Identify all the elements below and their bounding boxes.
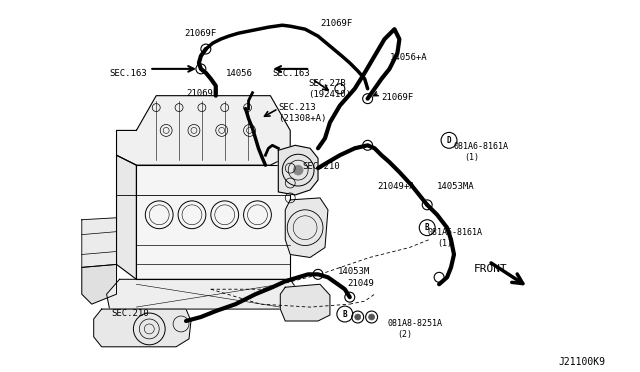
Polygon shape bbox=[278, 145, 318, 195]
Text: 21069F: 21069F bbox=[186, 89, 218, 98]
Circle shape bbox=[293, 165, 303, 175]
Text: 21069F: 21069F bbox=[381, 93, 414, 102]
Text: 081A6-8161A: 081A6-8161A bbox=[427, 228, 482, 237]
Text: FRONT: FRONT bbox=[474, 264, 508, 275]
Text: SEC.210: SEC.210 bbox=[302, 162, 340, 171]
Text: 14056+A: 14056+A bbox=[390, 53, 427, 62]
Text: (192410): (192410) bbox=[308, 90, 351, 99]
Text: 14056: 14056 bbox=[226, 69, 253, 78]
Text: (2): (2) bbox=[397, 330, 412, 339]
Text: 14053MA: 14053MA bbox=[437, 182, 475, 191]
Text: SEC.27B: SEC.27B bbox=[308, 79, 346, 88]
Polygon shape bbox=[82, 264, 116, 304]
Text: B: B bbox=[425, 223, 429, 232]
Circle shape bbox=[355, 314, 361, 320]
Text: SEC.213: SEC.213 bbox=[278, 103, 316, 112]
Circle shape bbox=[369, 314, 374, 320]
Text: 081A6-8161A: 081A6-8161A bbox=[454, 142, 509, 151]
Polygon shape bbox=[93, 309, 191, 347]
Polygon shape bbox=[285, 198, 328, 257]
Polygon shape bbox=[116, 155, 136, 279]
Text: SEC.163: SEC.163 bbox=[273, 69, 310, 78]
Text: SEC.163: SEC.163 bbox=[109, 69, 147, 78]
Text: 21069F: 21069F bbox=[320, 19, 352, 28]
Text: D: D bbox=[447, 136, 451, 145]
Text: 21069F: 21069F bbox=[184, 29, 216, 38]
Text: 21049: 21049 bbox=[348, 279, 374, 288]
Text: (1): (1) bbox=[437, 238, 452, 248]
Polygon shape bbox=[136, 165, 290, 279]
Polygon shape bbox=[280, 284, 330, 321]
Polygon shape bbox=[116, 96, 290, 165]
Text: 14053M: 14053M bbox=[338, 267, 370, 276]
Text: J21100K9: J21100K9 bbox=[558, 357, 605, 367]
Text: (21308+A): (21308+A) bbox=[278, 113, 326, 122]
Polygon shape bbox=[107, 279, 300, 309]
Text: B: B bbox=[342, 310, 347, 318]
Text: 21049+A: 21049+A bbox=[378, 182, 415, 191]
Text: 081A8-8251A: 081A8-8251A bbox=[387, 319, 442, 328]
Text: SEC.210: SEC.210 bbox=[111, 309, 149, 318]
Text: (1): (1) bbox=[464, 153, 479, 162]
Polygon shape bbox=[82, 218, 116, 267]
